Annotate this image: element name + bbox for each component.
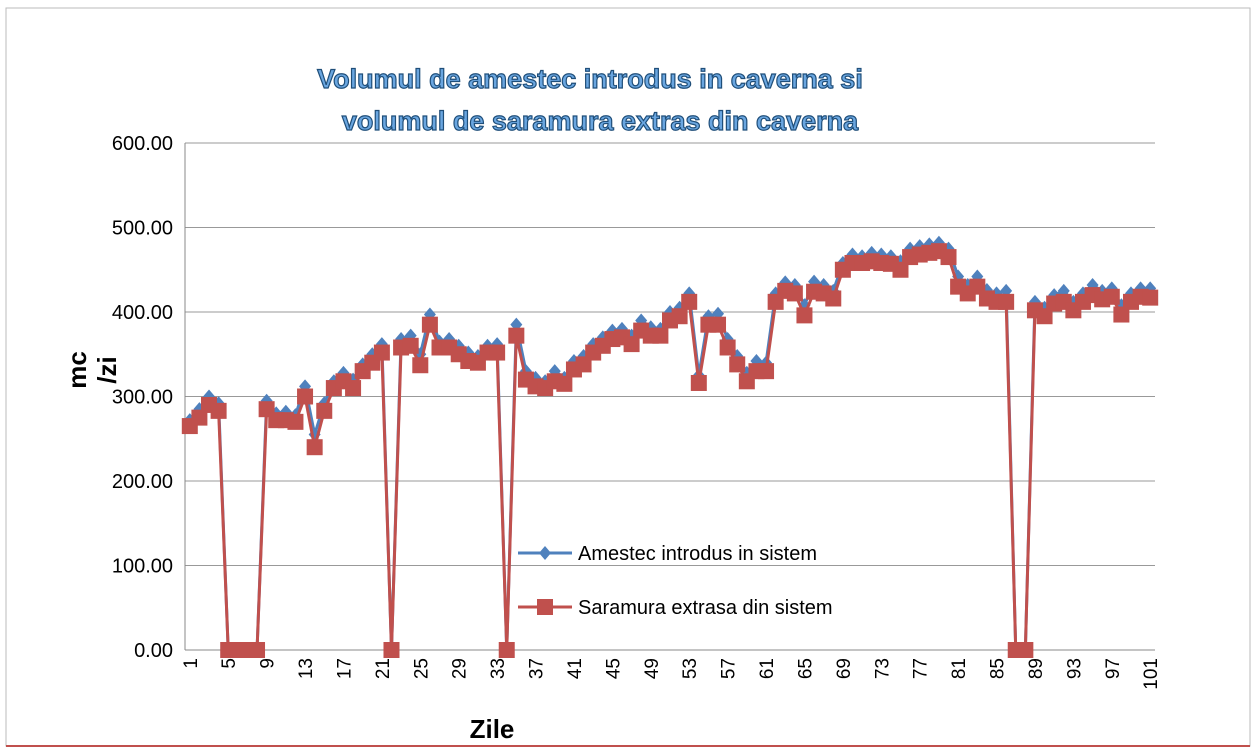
marker [1036,308,1053,325]
chart-title: Volumul de amestec introdus in caverna s… [317,64,863,94]
legend-label: Saramura extrasa din sistem [578,597,833,619]
marker [498,642,515,658]
marker [421,316,438,333]
marker [758,363,775,380]
marker [539,546,551,560]
marker [1017,642,1034,658]
marker [719,339,736,356]
marker [825,290,842,307]
marker [191,409,208,426]
x-tick-label: 65 [795,658,816,679]
y-tick-label: 400.00 [112,302,173,324]
marker [1103,288,1120,305]
x-tick-label: 85 [988,658,1009,679]
x-tick-label: 97 [1103,658,1124,679]
frame [5,7,1251,747]
marker [623,336,640,353]
marker [998,293,1015,310]
x-tick-label: 13 [296,658,317,679]
x-tick-label: 77 [911,658,932,679]
x-tick-label: 9 [258,658,279,669]
x-tick-label: 1 [181,658,202,669]
marker [796,307,813,324]
x-tick-label: 21 [373,658,394,679]
x-axis-title: Zile [470,714,515,744]
marker [940,249,957,266]
x-tick-label: 81 [949,658,970,679]
x-tick-label: 41 [565,658,586,679]
x-tick-label: 69 [834,658,855,679]
marker [786,285,803,302]
x-tick-label: 93 [1064,658,1085,679]
marker [210,402,227,419]
marker [537,599,553,615]
marker [249,642,266,658]
x-tick-label: 73 [872,658,893,679]
y-tick-label: 500.00 [112,218,173,240]
marker [681,293,698,310]
marker [710,316,727,333]
marker [297,388,314,405]
x-tick-label: 5 [219,658,240,669]
marker [508,327,525,344]
marker [412,357,429,374]
x-tick-label: 17 [334,658,355,679]
x-tick-label: 101 [1141,658,1162,690]
marker [690,374,707,391]
marker [402,337,419,354]
y-tick-label: 200.00 [112,471,173,493]
y-tick-label: 600.00 [112,133,173,155]
y-tick-label: 100.00 [112,556,173,578]
marker [373,344,390,361]
x-tick-label: 61 [757,658,778,679]
x-tick-label: 25 [411,658,432,679]
y-tick-label: 0.00 [134,640,173,662]
y-tick-label: 300.00 [112,387,173,409]
marker [287,413,304,430]
x-tick-label: 57 [719,658,740,679]
marker [671,308,688,325]
chart-title: volumul de saramura extras din caverna [342,106,859,136]
marker [892,261,909,278]
marker [652,327,669,344]
x-tick-label: 37 [527,658,548,679]
marker [846,247,859,262]
x-tick-label: 53 [680,658,701,679]
marker [556,375,573,392]
marker [729,356,746,373]
marker [345,380,362,397]
marker [1142,289,1159,306]
y-axis-title: /zi [92,356,122,383]
x-tick-label: 45 [603,658,624,679]
marker [1113,306,1130,323]
marker [316,402,333,419]
legend-label: Amestec introdus in sistem [578,543,817,565]
marker [875,247,888,262]
x-tick-label: 29 [450,658,471,679]
marker [306,439,323,456]
y-axis-title: mc [62,351,92,389]
marker [489,344,506,361]
x-tick-label: 49 [642,658,663,679]
x-tick-label: 89 [1026,658,1047,679]
x-tick-label: 33 [488,658,509,679]
marker [383,642,400,658]
